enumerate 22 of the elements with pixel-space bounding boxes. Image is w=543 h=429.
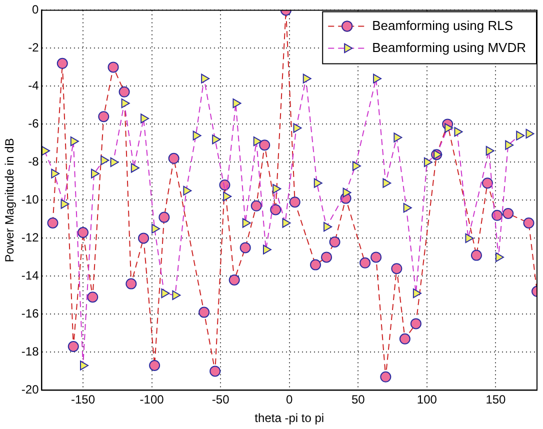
y-tick-label: -8 <box>28 154 40 169</box>
y-tick-label: -18 <box>21 344 40 359</box>
x-axis-title: theta -pi to pi <box>254 411 324 426</box>
x-tick-label: 50 <box>351 392 366 407</box>
x-tick-label: 100 <box>416 392 438 407</box>
x-tick-label: -50 <box>212 392 230 407</box>
y-tick-label: -4 <box>28 78 40 93</box>
y-tick-label: 0 <box>32 2 40 17</box>
x-tick-label: 0 <box>286 392 294 407</box>
legend-label: Beamforming using RLS <box>372 18 514 33</box>
y-tick-label: -14 <box>21 268 40 283</box>
y-tick-label: -10 <box>21 192 40 207</box>
y-tick-label: -6 <box>28 116 40 131</box>
x-tick-label: 150 <box>486 392 506 407</box>
y-tick-label: -20 <box>21 382 40 397</box>
y-tick-label: -2 <box>28 40 40 55</box>
y-tick-label: -12 <box>21 230 40 245</box>
y-tick-label: -16 <box>21 306 40 321</box>
x-tick-label: -100 <box>140 392 164 407</box>
y-axis-title: Power Magnitude in dB <box>2 138 17 262</box>
x-tick-label: -150 <box>71 392 96 407</box>
legend-label: Beamforming using MVDR <box>372 40 526 55</box>
